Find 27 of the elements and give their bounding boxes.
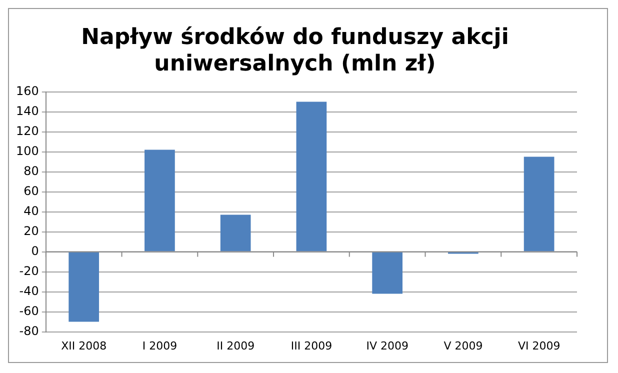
x-tick-label: V 2009 (444, 339, 483, 352)
y-tick-label: 100 (16, 144, 39, 158)
x-tick-label: XII 2008 (61, 339, 107, 352)
y-tick-label: 140 (16, 104, 39, 118)
y-tick-label: 40 (24, 204, 39, 218)
x-tick-label: IV 2009 (366, 339, 408, 352)
y-tick-label: -40 (19, 284, 39, 298)
x-tick-label: VI 2009 (518, 339, 560, 352)
chart-title: Napływ środków do funduszy akcji uniwersalnych (mln zł) (81, 24, 509, 76)
y-tick-label: 0 (31, 244, 39, 258)
y-tick-label: -80 (19, 324, 39, 338)
bar (68, 252, 100, 322)
bar (220, 214, 251, 252)
x-tick-label: III 2009 (290, 339, 332, 352)
x-tick-label: I 2009 (142, 339, 178, 352)
y-tick-label: 20 (24, 224, 39, 238)
bar (144, 150, 175, 252)
y-tick-label: 60 (24, 184, 39, 198)
x-tick-label: II 2009 (216, 339, 255, 352)
bar (524, 156, 554, 252)
bar (296, 102, 327, 252)
y-tick-label: 120 (16, 124, 39, 138)
y-tick-label: 160 (16, 84, 39, 98)
y-tick-label: 80 (24, 164, 39, 178)
y-tick-label: -20 (19, 264, 39, 278)
y-tick-label: -60 (19, 304, 39, 318)
bar (372, 252, 402, 294)
